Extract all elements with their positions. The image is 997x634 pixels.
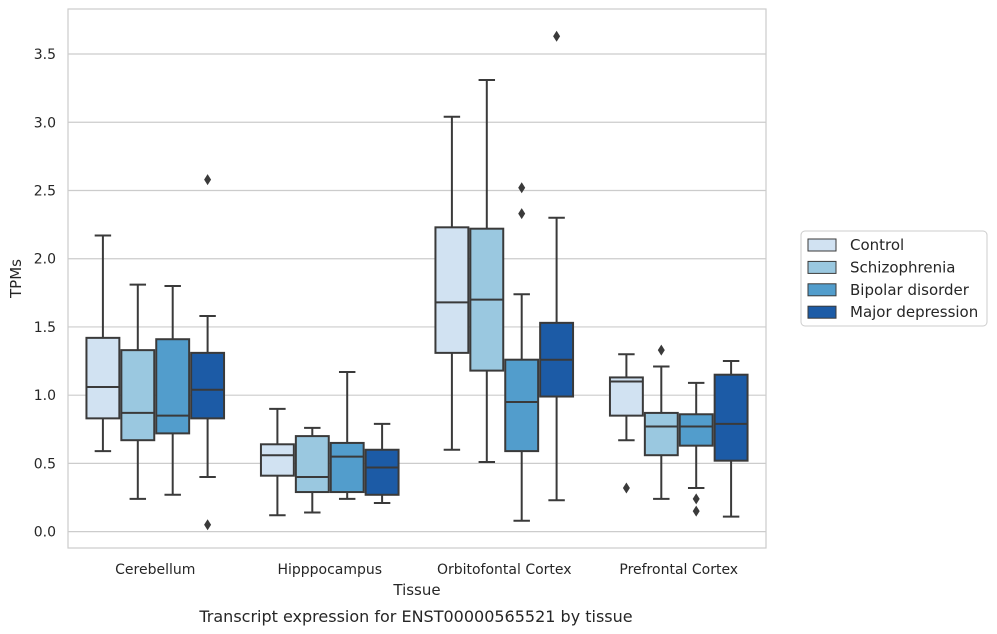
outlier-point — [657, 344, 665, 356]
legend-label: Control — [850, 236, 904, 254]
x-axis-label: Tissue — [392, 581, 440, 599]
y-tick-label: 3.0 — [34, 115, 56, 131]
box — [155, 285, 191, 496]
y-tick-label: 1.0 — [34, 388, 56, 404]
outlier-point — [692, 493, 700, 505]
box — [504, 182, 540, 522]
box-group-hipppocampus — [259, 370, 400, 517]
outlier-point — [553, 30, 561, 42]
y-tick-label: 2.5 — [34, 183, 56, 199]
plot-frame — [67, 8, 767, 549]
box-body — [190, 351, 226, 420]
x-tick-labels: Cerebellum Hipppocampus Orbitofontal Corte… — [115, 562, 738, 578]
outlier-point — [204, 174, 212, 186]
outlier-point — [518, 208, 526, 220]
legend-item: Major depression — [807, 303, 978, 321]
legend-label: Schizophrenia — [850, 258, 955, 276]
x-tick-label: Cerebellum — [115, 562, 195, 578]
y-tick-label: 0.0 — [34, 525, 56, 541]
box-groups — [85, 30, 749, 531]
y-tick-labels: 0.0 0.5 1.0 1.5 2.0 2.5 3.0 3.5 — [34, 47, 56, 541]
outlier-point — [692, 505, 700, 517]
y-axis-label: TPMs — [7, 259, 25, 299]
box — [643, 344, 679, 500]
outlier-point — [518, 182, 526, 194]
x-tick-label: Prefrontal Cortex — [619, 562, 738, 578]
box — [539, 30, 575, 502]
chart-caption: Transcript expression for ENST0000056552… — [198, 607, 632, 626]
y-tick-label: 0.5 — [34, 456, 56, 472]
outlier-point — [622, 482, 630, 494]
box — [713, 360, 749, 518]
y-tick-label: 2.0 — [34, 252, 56, 268]
legend-frame — [800, 230, 988, 327]
box-body — [608, 376, 644, 417]
box-group-prefrontal-cortex — [608, 344, 749, 518]
box — [434, 115, 470, 451]
box-body — [434, 226, 470, 354]
legend-swatch — [807, 305, 837, 319]
legend-swatch — [807, 283, 837, 297]
box — [120, 283, 156, 500]
box-body — [85, 336, 121, 420]
box — [678, 381, 714, 517]
legend-label: Major depression — [850, 303, 978, 321]
box — [259, 407, 295, 517]
box-body — [329, 441, 365, 494]
x-tick-label: Orbitofontal Cortex — [437, 562, 572, 578]
y-tick-label: 1.5 — [34, 320, 56, 336]
legend-swatch — [807, 260, 837, 274]
box — [364, 422, 400, 504]
outlier-point — [204, 519, 212, 531]
box — [190, 174, 226, 531]
legend-swatch — [807, 238, 837, 252]
box-body — [643, 411, 679, 457]
box — [294, 426, 330, 514]
box-body — [713, 373, 749, 462]
box-body — [120, 349, 156, 442]
box-group-orbitofontal-cortex — [434, 30, 575, 522]
legend-item: Schizophrenia — [807, 258, 955, 276]
legend-label: Bipolar disorder — [850, 281, 970, 299]
y-tick-label: 3.5 — [34, 47, 56, 63]
box-group-cerebellum — [85, 174, 226, 531]
box — [469, 78, 505, 464]
legend: Control Schizophrenia Bipolar disorder Majo… — [800, 230, 988, 327]
legend-item: Control — [807, 236, 904, 254]
box-body — [259, 443, 295, 477]
box-body — [504, 358, 540, 453]
box — [329, 370, 365, 500]
x-tick-label: Hipppocampus — [277, 562, 382, 578]
box-body — [294, 435, 330, 494]
box — [85, 234, 121, 453]
box — [608, 353, 644, 494]
box-body — [678, 413, 714, 447]
legend-item: Bipolar disorder — [807, 281, 970, 299]
box-body — [155, 338, 191, 435]
box-body — [364, 448, 400, 496]
